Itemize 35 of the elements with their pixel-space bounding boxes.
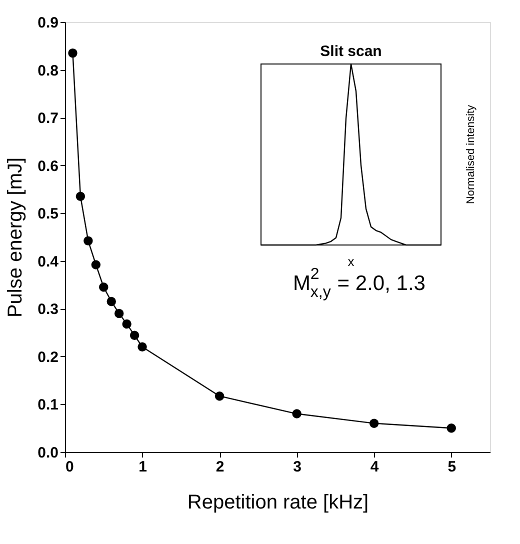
x-axis-title: x [348, 254, 355, 269]
x-tick-label: 0 [66, 458, 74, 476]
point [369, 418, 379, 428]
point [68, 48, 78, 58]
point [84, 236, 93, 246]
y-tick-label: 0.3 [38, 301, 58, 318]
x-tick-label: 1 [138, 458, 147, 476]
y-tick-label: 0.1 [38, 396, 58, 414]
point [214, 392, 224, 401]
y-tick-label: 0.9 [38, 14, 58, 32]
point [114, 308, 124, 318]
y-tick-label: 0.6 [38, 158, 58, 175]
y-tick-label: 0.7 [38, 110, 58, 128]
y-axis-title: Pulse energy [mJ] [4, 157, 27, 318]
y-tick-label: 0.5 [38, 206, 58, 223]
x-tick-label: 5 [448, 458, 456, 476]
x-tick-label: 4 [370, 458, 380, 476]
point [446, 424, 456, 433]
chart-title: Slit scan [320, 43, 382, 60]
point [292, 409, 302, 418]
point [99, 282, 108, 292]
x-tick-label: 3 [293, 458, 302, 476]
y-tick-label: 0.8 [38, 62, 58, 80]
x-tick-label: 2 [216, 458, 224, 476]
x-axis-title: Repetition rate [kHz] [187, 492, 369, 514]
y-tick-label: 0.4 [38, 253, 60, 270]
point [130, 330, 140, 340]
point [76, 192, 86, 201]
point [122, 319, 132, 329]
y-axis-title: Normalised intensity [465, 104, 477, 204]
y-tick-label: 0.2 [38, 348, 58, 366]
point [91, 260, 101, 270]
point [138, 342, 147, 352]
y-tick-label: 0.0 [38, 444, 58, 462]
point [106, 296, 116, 306]
